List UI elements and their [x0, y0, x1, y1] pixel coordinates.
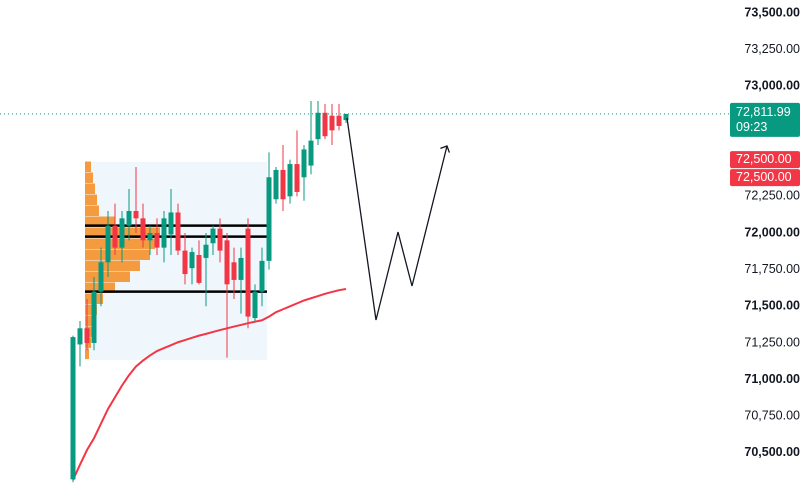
- candle-body: [252, 291, 258, 319]
- volume-bar: [85, 304, 97, 315]
- volume-bar: [85, 315, 95, 326]
- price-axis: 70,500.00 70,750.00 71,000.00 71,250.00 71,5…: [728, 5, 800, 459]
- candle-body: [147, 232, 153, 241]
- candle-body: [301, 149, 307, 178]
- candle-body: [259, 260, 265, 292]
- candle-body: [126, 211, 132, 226]
- candle-body: [168, 212, 174, 235]
- candle-body: [329, 115, 335, 131]
- current-price-box: [730, 102, 800, 137]
- candle-body: [294, 164, 300, 192]
- candle-body: [196, 254, 202, 283]
- y-tick-label: 71,500.00: [744, 299, 800, 313]
- candle-body: [322, 112, 328, 137]
- projection-arrow: [346, 117, 448, 321]
- volume-bar: [85, 249, 150, 260]
- candle-body: [91, 291, 97, 343]
- candle-body: [133, 211, 139, 219]
- price-marker-box: [730, 151, 800, 169]
- candle-body: [231, 262, 237, 280]
- volume-bar: [85, 194, 97, 206]
- y-tick-label: 73,250.00: [744, 42, 800, 56]
- candle-body: [315, 112, 321, 140]
- price-marker-label: 72,500.00: [736, 170, 792, 184]
- volume-bar: [85, 216, 115, 227]
- candle-body: [154, 232, 160, 248]
- volume-bar: [85, 205, 99, 216]
- candle-body: [175, 212, 181, 251]
- candle-body: [112, 225, 118, 248]
- candle-body: [336, 115, 342, 126]
- volume-bar: [85, 161, 91, 173]
- price-marker-box: [730, 169, 800, 187]
- candle-body: [203, 244, 209, 258]
- y-tick-label: 71,250.00: [744, 335, 800, 349]
- candle-body: [287, 164, 293, 197]
- candle-body: [189, 252, 195, 269]
- y-tick-label: 70,500.00: [744, 445, 800, 459]
- y-tick-label: 71,750.00: [744, 262, 800, 276]
- plot-area: [0, 101, 730, 483]
- candle-body: [98, 262, 104, 292]
- candle-body: [273, 169, 279, 200]
- candle-body: [182, 250, 188, 275]
- y-tick-label: 70,750.00: [744, 409, 800, 423]
- y-tick-label: 72,250.00: [744, 189, 800, 203]
- candle-body: [238, 257, 244, 280]
- candle-body: [119, 218, 125, 248]
- y-tick-label: 72,000.00: [744, 225, 800, 239]
- candle-body: [77, 328, 83, 345]
- candle-body: [343, 113, 349, 121]
- arrow-head: [440, 145, 451, 153]
- price-marker-label: 72,500.00: [736, 152, 792, 166]
- moving-average: [72, 288, 347, 481]
- y-tick-label: 73,500.00: [744, 5, 800, 19]
- candle-body: [245, 228, 251, 317]
- current-price-label: 72,811.99: [736, 105, 791, 119]
- volume-bar: [85, 183, 95, 195]
- candle-body: [161, 218, 167, 248]
- countdown-label: 09:23: [736, 120, 767, 134]
- volume-bar: [85, 172, 93, 184]
- y-tick-label: 73,000.00: [744, 79, 800, 93]
- y-tick-label: 71,000.00: [744, 372, 800, 386]
- volume-bar: [85, 348, 89, 359]
- candle-body: [308, 140, 314, 166]
- candle-body: [70, 337, 76, 480]
- candle-body: [217, 228, 223, 251]
- candle-body: [266, 177, 272, 261]
- candle-body: [84, 328, 90, 343]
- candle-body: [210, 228, 216, 244]
- candle-body: [105, 225, 111, 263]
- volume-bar: [85, 260, 140, 271]
- candle-body: [224, 240, 230, 285]
- candle-body: [140, 218, 146, 241]
- candle-body: [280, 169, 286, 200]
